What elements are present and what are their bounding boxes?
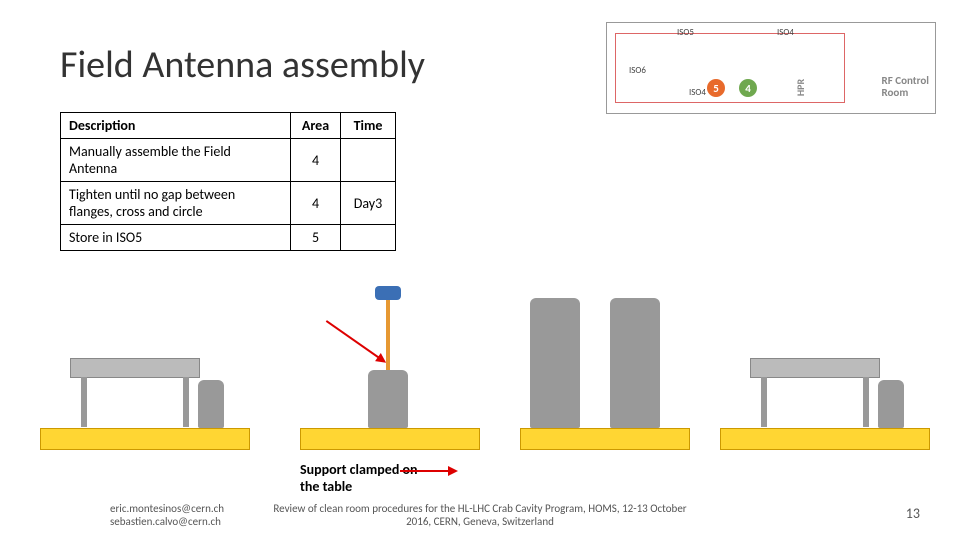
header-time: Time [341, 113, 396, 139]
footer-emails: eric.montesinos@cern.ch sebastien.calvo@… [110, 502, 224, 528]
iso4b-label: ISO4 [689, 87, 706, 98]
header-area: Area [291, 113, 341, 139]
assembly-step-1 [40, 260, 250, 450]
rf-room-label: RF ControlRoom [882, 75, 929, 99]
iso4-label: ISO4 [777, 27, 794, 38]
table-row: Manually assemble the Field Antenna 4 [61, 139, 396, 182]
assembly-step-4 [720, 260, 930, 450]
page-number: 13 [906, 505, 920, 522]
assembly-step-3 [520, 260, 690, 450]
support-arrow-icon [400, 470, 455, 472]
footer-event: Review of clean room procedures for the … [270, 502, 690, 528]
table-row: Store in ISO5 5 [61, 225, 396, 251]
procedure-table: Description Area Time Manually assemble … [60, 112, 396, 251]
assembly-step-2 [300, 260, 480, 450]
table-header-row: Description Area Time [61, 113, 396, 139]
hpr-label: HPR [794, 79, 807, 96]
floorplan-diagram: ISO5 ISO4 ISO6 ISO4 5 4 HPR RF ControlRo… [606, 22, 936, 114]
badge-5: 5 [707, 79, 725, 97]
table-row: Tighten until no gap between flanges, cr… [61, 182, 396, 225]
badge-4: 4 [739, 79, 757, 97]
support-caption: Support clamped on the table [300, 462, 420, 496]
iso6-label: ISO6 [629, 65, 646, 76]
iso5-label: ISO5 [677, 27, 694, 38]
header-description: Description [61, 113, 291, 139]
page-title: Field Antenna assembly [60, 42, 425, 88]
